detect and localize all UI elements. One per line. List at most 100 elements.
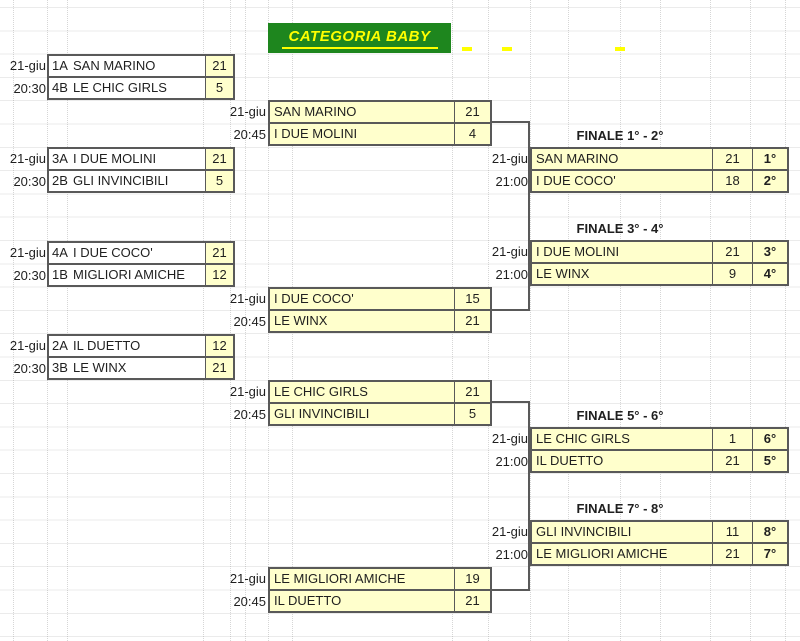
- seed-cell: 4A: [52, 245, 68, 260]
- sf2-match-box: I DUE COCO' 15 LE WINX 21: [268, 287, 492, 333]
- qf1-match-box: 1A SAN MARINO 21 4B LE CHIC GIRLS 5: [47, 54, 235, 100]
- team-cell: I DUE COCO': [73, 245, 153, 260]
- match-date: 21-giu: [9, 151, 46, 166]
- team-cell: LE WINX: [73, 360, 127, 375]
- gridline: [47, 0, 48, 641]
- category-title: CATEGORIA BABY: [281, 27, 438, 49]
- match-row: 4B LE CHIC GIRLS 5: [49, 76, 233, 98]
- category-title-bar: CATEGORIA BABY: [268, 23, 451, 53]
- match-row: IL DUETTO 21: [270, 589, 490, 611]
- score-cell: 21: [454, 382, 490, 402]
- match-row: IL DUETTO 21 5°: [532, 449, 787, 471]
- match-row: 2A IL DUETTO 12: [49, 336, 233, 356]
- gridline: [245, 0, 246, 641]
- score-cell: 4: [454, 124, 490, 144]
- qf3-match-box: 4A I DUE COCO' 21 1B MIGLIORI AMICHE 12: [47, 241, 235, 287]
- gridline: [620, 0, 621, 641]
- placement-cell: 7°: [752, 544, 787, 564]
- team-cell: LE WINX: [270, 311, 454, 331]
- final-1-2-schedule: 21-giu 21:00: [482, 147, 528, 193]
- gridline: [230, 0, 231, 641]
- final-5-6-header: FINALE 5° - 6°: [576, 408, 664, 423]
- seed-cell: 1B: [52, 267, 68, 282]
- seed-cell: 4B: [52, 80, 68, 95]
- match-date: 21-giu: [9, 338, 46, 353]
- final-3-4-match-box: I DUE MOLINI 21 3° LE WINX 9 4°: [530, 240, 789, 286]
- match-date: 21-giu: [229, 384, 266, 399]
- gridline: [660, 0, 661, 641]
- placement-cell: 6°: [752, 429, 787, 449]
- team-cell: IL DUETTO: [532, 451, 712, 471]
- sf1-match-box: SAN MARINO 21 I DUE MOLINI 4: [268, 100, 492, 146]
- match-time: 20:45: [233, 407, 266, 422]
- score-cell: 18: [712, 171, 752, 191]
- gridline: [710, 0, 711, 641]
- match-date: 21-giu: [491, 151, 528, 166]
- qf4-match-box: 2A IL DUETTO 12 3B LE WINX 21: [47, 334, 235, 380]
- yellow-dash-decor: [462, 47, 472, 51]
- match-row: LE WINX 9 4°: [532, 262, 787, 284]
- final-7-8-header: FINALE 7° - 8°: [576, 501, 664, 516]
- match-date: 21-giu: [491, 431, 528, 446]
- match-row: 3A I DUE MOLINI 21: [49, 149, 233, 169]
- score-cell: 21: [712, 544, 752, 564]
- yellow-dash-decor: [502, 47, 512, 51]
- team-cell: LE CHIC GIRLS: [532, 429, 712, 449]
- match-time: 20:45: [233, 314, 266, 329]
- score-cell: 19: [454, 569, 490, 589]
- team-cell: I DUE COCO': [532, 171, 712, 191]
- seed-cell: 3A: [52, 151, 68, 166]
- placement-cell: 4°: [752, 264, 787, 284]
- match-row: GLI INVINCIBILI 11 8°: [532, 522, 787, 542]
- sf3-match-box: LE CHIC GIRLS 21 GLI INVINCIBILI 5: [268, 380, 492, 426]
- final-1-2-header: FINALE 1° - 2°: [576, 128, 664, 143]
- match-row: LE WINX 21: [270, 309, 490, 331]
- score-cell: 21: [205, 243, 233, 263]
- match-row: I DUE COCO' 18 2°: [532, 169, 787, 191]
- score-cell: 21: [712, 149, 752, 169]
- sf2-schedule: 21-giu 20:45: [220, 287, 266, 333]
- score-cell: 21: [205, 56, 233, 76]
- sf4-schedule: 21-giu 20:45: [220, 567, 266, 613]
- seed-cell: 1A: [52, 58, 68, 73]
- team-cell: LE MIGLIORI AMICHE: [270, 569, 454, 589]
- team-cell: GLI INVINCIBILI: [532, 522, 712, 542]
- match-date: 21-giu: [9, 58, 46, 73]
- match-time: 20:30: [13, 81, 46, 96]
- bracket-connector-bottom: [488, 401, 530, 591]
- score-cell: 1: [712, 429, 752, 449]
- gridline: [530, 0, 531, 641]
- gridline: [785, 0, 786, 641]
- gridline: [13, 0, 14, 641]
- placement-cell: 8°: [752, 522, 787, 542]
- score-cell: 9: [712, 264, 752, 284]
- gridline: [568, 0, 569, 641]
- match-time: 21:00: [495, 547, 528, 562]
- final-3-4-schedule: 21-giu 21:00: [482, 240, 528, 286]
- placement-cell: 5°: [752, 451, 787, 471]
- gridline: [750, 0, 751, 641]
- score-cell: 21: [205, 358, 233, 378]
- match-row: 1B MIGLIORI AMICHE 12: [49, 263, 233, 285]
- score-cell: 12: [205, 265, 233, 285]
- match-date: 21-giu: [491, 524, 528, 539]
- final-3-4-header: FINALE 3° - 4°: [576, 221, 664, 236]
- score-cell: 21: [712, 451, 752, 471]
- final-5-6-match-box: LE CHIC GIRLS 1 6° IL DUETTO 21 5°: [530, 427, 789, 473]
- match-date: 21-giu: [229, 104, 266, 119]
- placement-cell: 1°: [752, 149, 787, 169]
- team-cell: LE CHIC GIRLS: [270, 382, 454, 402]
- match-row: 4A I DUE COCO' 21: [49, 243, 233, 263]
- team-cell: SAN MARINO: [532, 149, 712, 169]
- qf1-schedule: 21-giu 20:30: [0, 54, 46, 100]
- match-date: 21-giu: [9, 245, 46, 260]
- score-cell: 5: [205, 171, 233, 191]
- team-cell: SAN MARINO: [73, 58, 156, 73]
- match-time: 20:30: [13, 268, 46, 283]
- sf3-schedule: 21-giu 20:45: [220, 380, 266, 426]
- match-row: 3B LE WINX 21: [49, 356, 233, 378]
- match-time: 20:45: [233, 594, 266, 609]
- gridline: [67, 0, 68, 641]
- match-row: GLI INVINCIBILI 5: [270, 402, 490, 424]
- final-1-2-match-box: SAN MARINO 21 1° I DUE COCO' 18 2°: [530, 147, 789, 193]
